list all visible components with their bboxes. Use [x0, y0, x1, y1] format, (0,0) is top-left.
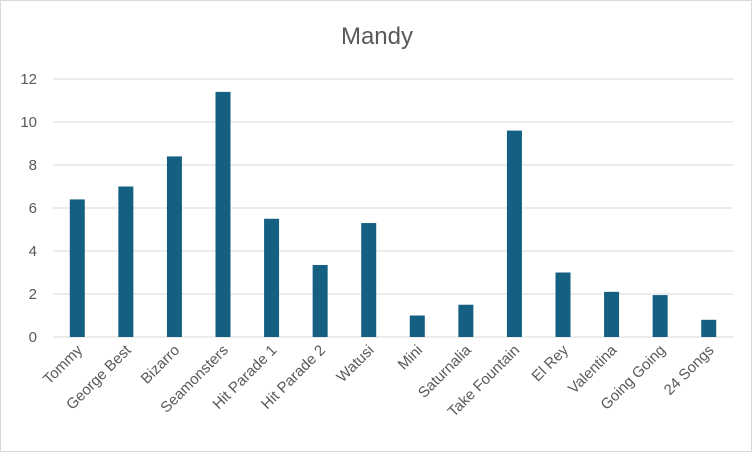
- y-axis-ticks: 0 2 4 6 8 10 12: [20, 71, 37, 346]
- bar: [604, 291, 620, 337]
- x-tick-label: 24 Songs: [661, 342, 718, 399]
- bar: [264, 218, 280, 337]
- bar: [215, 91, 231, 338]
- x-tick-label: El Rey: [529, 341, 573, 385]
- x-tick-label: Watusi: [333, 342, 377, 386]
- bar: [69, 199, 85, 337]
- bar: [652, 295, 668, 337]
- x-tick-label: Bizarro: [138, 342, 184, 388]
- bar: [312, 264, 328, 337]
- y-tick-label: 2: [29, 286, 37, 303]
- bar: [118, 186, 134, 337]
- chart-title: Mandy: [341, 23, 413, 50]
- y-tick-label: 4: [29, 243, 37, 260]
- gridlines: [53, 78, 733, 338]
- x-tick-label: Tommy: [40, 341, 87, 388]
- bar: [361, 223, 377, 337]
- bar: [555, 272, 571, 337]
- y-tick-label: 12: [20, 71, 37, 88]
- bar: [166, 156, 182, 337]
- y-tick-label: 10: [20, 114, 37, 131]
- y-tick-label: 8: [29, 157, 37, 174]
- bar: [701, 319, 717, 337]
- y-tick-label: 0: [29, 329, 37, 346]
- bar: [409, 315, 425, 337]
- x-tick-label: Mini: [395, 342, 426, 373]
- bars: [69, 91, 717, 338]
- bar: [458, 304, 474, 337]
- y-tick-label: 6: [29, 200, 37, 217]
- bar: [506, 130, 522, 337]
